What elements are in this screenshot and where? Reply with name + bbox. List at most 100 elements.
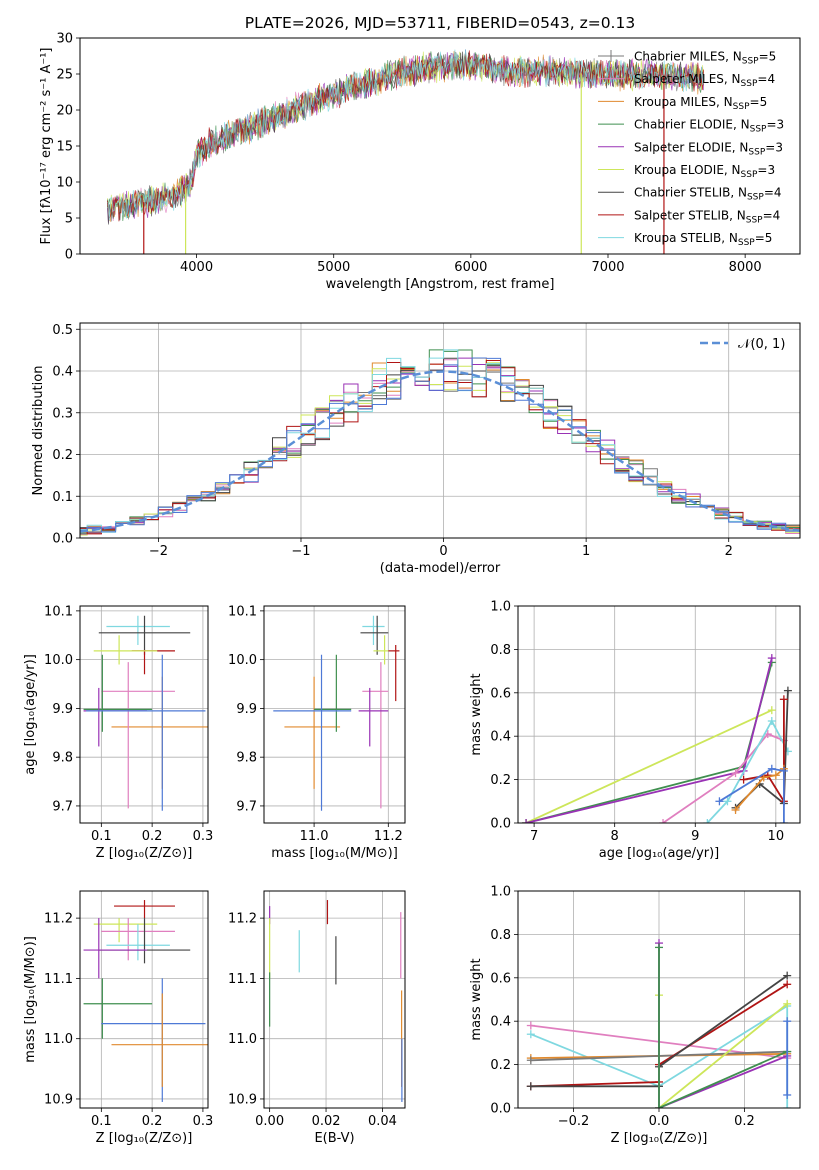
age_vs_z-frame [79, 605, 209, 824]
y-axis-label: mass [log₁₀(M/M⊙)] [23, 936, 38, 1063]
residuals-legend: 𝒩(0, 1) [700, 337, 785, 352]
y-tick-label: 5 [65, 212, 73, 227]
spectrum-series-line [107, 49, 704, 221]
weight-series-line [743, 699, 785, 805]
errorbar-point [86, 654, 206, 811]
legend-label: Salpeter MILES, NSSP=4 [634, 72, 775, 89]
age_vs_z-plot-area [83, 615, 208, 811]
errorbar-point [106, 924, 170, 961]
weight-point [783, 999, 792, 1008]
x-tick-label: 0.3 [193, 829, 214, 844]
y-tick-label: 0.1 [52, 490, 73, 505]
weight-point [767, 717, 776, 726]
errorbar-point [362, 662, 389, 809]
errorbar-point [83, 978, 153, 1039]
x-tick-label: 8 [611, 829, 619, 844]
x-tick-label: 9 [691, 829, 699, 844]
mass_vs_ebv-frame [263, 890, 406, 1109]
y-tick-label: 11.1 [44, 972, 73, 987]
chart-mass_vs_z: 0.1 0.2 0.3 10.9 11.0 11.1 11.2 Z [log₁₀(Z/Z⊙)]… [23, 890, 213, 1146]
x-tick-label: 0.2 [734, 1114, 755, 1129]
x-tick-label: 0.2 [142, 1114, 163, 1129]
weight-point [526, 1056, 535, 1065]
age_vs_z-ticks: 0.1 0.2 0.3 9.7 9.8 9.9 10.0 10.1 [44, 604, 213, 844]
y-tick-label: 15 [56, 140, 73, 155]
weight-series-line [706, 719, 789, 823]
y-tick-label: 0.4 [490, 730, 511, 745]
legend-label: Kroupa STELIB, NSSP=5 [634, 231, 772, 248]
y-tick-label: 0 [65, 248, 73, 263]
legend-label: Salpeter ELODIE, NSSP=3 [634, 140, 783, 157]
weight-point [783, 980, 792, 989]
y-tick-label: 0.2 [490, 1058, 511, 1073]
y-tick-label: 11.1 [228, 972, 257, 987]
mass_weight_vs_z-ticks: −0.2 0.0 0.2 0.0 0.2 0.4 0.6 0.8 1.0 [490, 885, 800, 1129]
y-tick-label: 0.6 [490, 686, 511, 701]
x-tick-label: 0.02 [312, 1114, 341, 1129]
x-tick-label: 0.0 [649, 1114, 670, 1129]
y-tick-label: 9.9 [236, 702, 257, 717]
x-tick-label: 2 [725, 544, 733, 559]
y-tick-label: 0.0 [490, 1102, 511, 1117]
x-axis-label: Z [log₁₀(Z/Z⊙)] [611, 1131, 708, 1146]
x-tick-label: 1 [582, 544, 590, 559]
errorbar-point [358, 687, 389, 747]
chart-age_vs_z: 0.1 0.2 0.3 9.7 9.8 9.9 10.0 10.1 Z [log₁₀(Z/Z⊙)… [23, 604, 213, 861]
weight-point [655, 943, 663, 952]
weight-point [779, 695, 788, 704]
x-tick-label: 7 [530, 829, 538, 844]
chart-title: PLATE=2026, MJD=53711, FIBERID=0543, z=0… [245, 14, 635, 32]
errorbar-point [101, 662, 175, 809]
weight-point [783, 1090, 792, 1099]
y-axis-label: Normed distribution [31, 366, 46, 496]
y-tick-label: 11.0 [44, 1032, 73, 1047]
errorbar-point [83, 687, 148, 747]
weight-point [783, 1017, 792, 1026]
weight-point [655, 1104, 663, 1108]
legend-label: Kroupa ELODIE, NSSP=3 [634, 163, 775, 180]
chart-mass_vs_ebv: 0.00 0.02 0.04 10.9 11.0 11.1 11.2 E(B-V) [228, 890, 406, 1146]
x-axis-label: (data-model)/error [380, 561, 501, 576]
errorbar-point [93, 635, 158, 665]
y-tick-label: 0.8 [490, 643, 511, 658]
errorbar-point [101, 978, 206, 1102]
y-tick-label: 0.3 [52, 406, 73, 421]
errorbar-point [131, 649, 175, 675]
x-tick-label: 0.1 [91, 1114, 112, 1129]
residuals-frame [79, 322, 801, 539]
errorbar-point [362, 615, 385, 646]
y-tick-label: 11.2 [228, 912, 257, 927]
errorbar-point [284, 676, 341, 789]
x-axis-label: E(B-V) [314, 1131, 354, 1146]
legend-label: Kroupa MILES, NSSP=5 [634, 95, 767, 112]
mass_weight_vs_z-plot-area [526, 939, 792, 1108]
mass_weight_vs_z-frame [517, 890, 801, 1109]
weight-series-line [718, 767, 785, 823]
x-tick-label: 0.1 [91, 829, 112, 844]
legend-label: Chabrier ELODIE, NSSP=3 [634, 118, 784, 135]
weight-point [739, 775, 748, 784]
legend-label: Chabrier MILES, NSSP=5 [634, 50, 776, 67]
errorbar-point [98, 615, 191, 655]
weight-point [779, 766, 788, 775]
weight-point [731, 805, 740, 814]
weight-point [526, 1030, 535, 1039]
weight-point [779, 819, 788, 823]
age_vs_mass-plot-area [273, 615, 400, 811]
x-tick-label: 7000 [591, 260, 624, 275]
weight-series-line [734, 768, 785, 811]
weight-series-line [525, 709, 773, 823]
x-tick-label: 0.2 [142, 829, 163, 844]
y-tick-label: 10.1 [228, 604, 257, 619]
x-tick-label: 11.2 [374, 829, 403, 844]
spectrum-ticks: 4000 5000 6000 7000 8000 0 5 10 15 20 25 30 [56, 32, 761, 276]
weight-series-line [734, 690, 789, 809]
errorbar-point [93, 918, 158, 943]
weight-series-line [662, 732, 785, 823]
weight-point [771, 771, 780, 780]
y-tick-label: 0.4 [52, 365, 73, 380]
y-axis-label: mass weight [469, 958, 484, 1040]
histogram-series [80, 357, 800, 533]
errorbar-point [98, 918, 191, 964]
